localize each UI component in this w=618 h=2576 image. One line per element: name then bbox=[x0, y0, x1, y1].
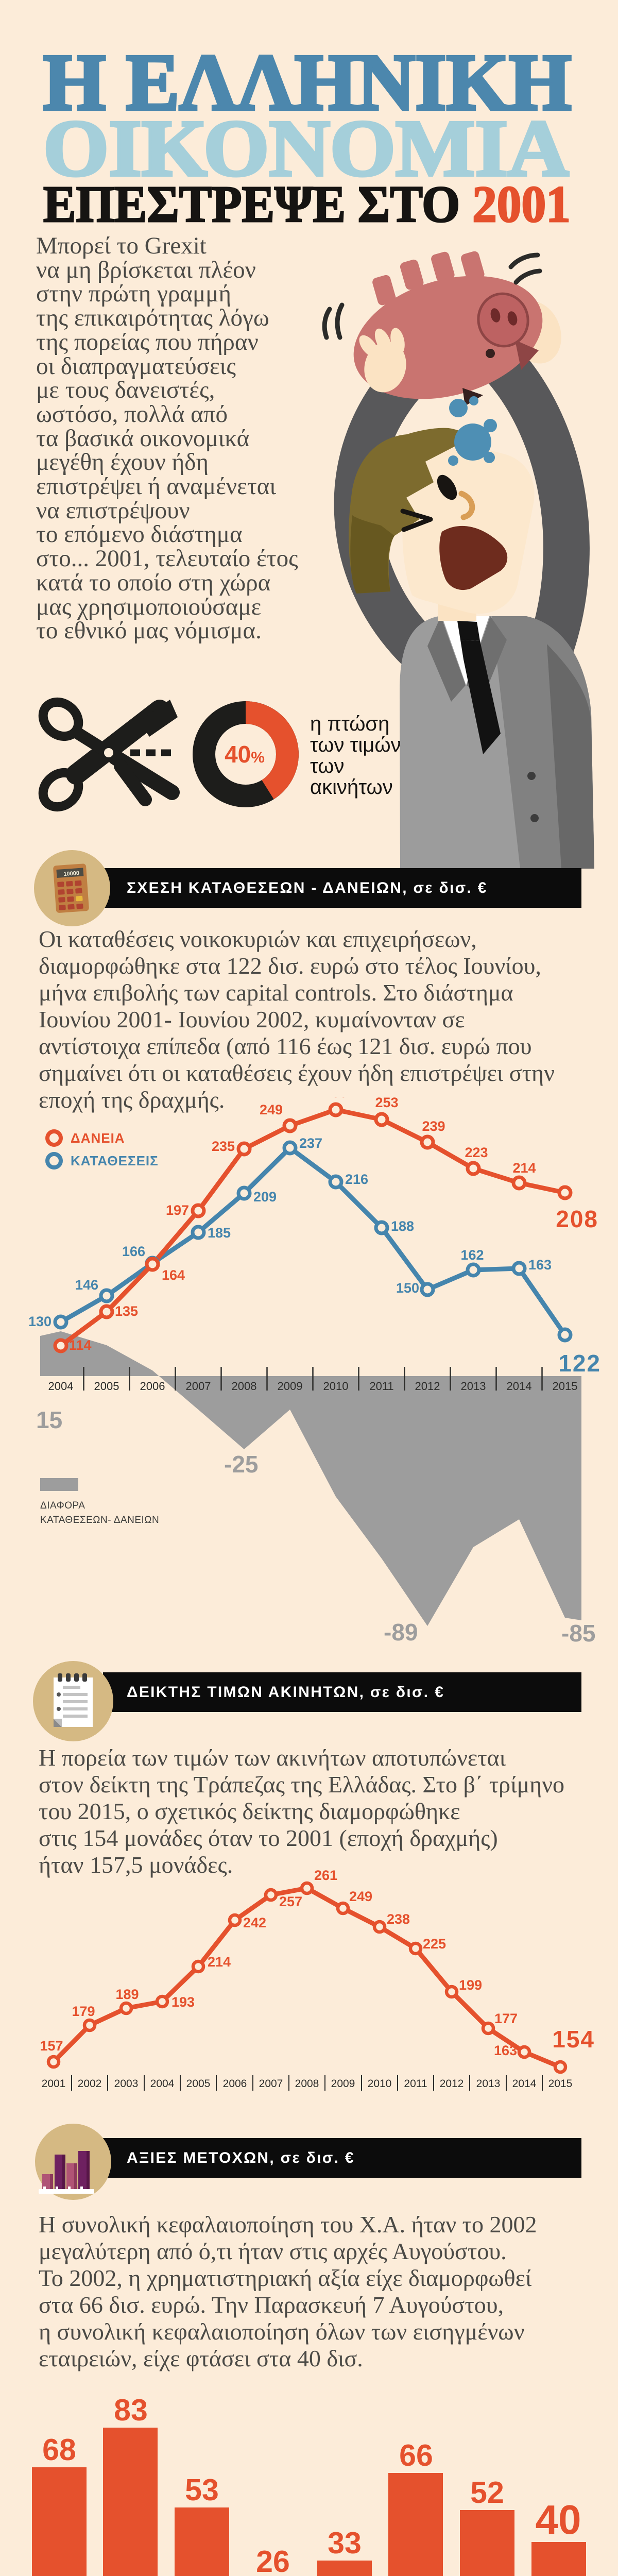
svg-text:2013: 2013 bbox=[476, 2078, 501, 2090]
svg-text:2014: 2014 bbox=[512, 2078, 537, 2090]
svg-text:166: 166 bbox=[122, 1244, 145, 1259]
svg-text:66: 66 bbox=[399, 2438, 433, 2472]
svg-text:237: 237 bbox=[299, 1136, 322, 1151]
svg-text:208: 208 bbox=[556, 1206, 598, 1232]
svg-text:122: 122 bbox=[558, 1350, 601, 1377]
svg-text:239: 239 bbox=[422, 1118, 445, 1134]
svg-text:33: 33 bbox=[328, 2526, 362, 2560]
svg-text:235: 235 bbox=[212, 1139, 235, 1154]
svg-text:2010: 2010 bbox=[368, 2078, 392, 2090]
svg-text:242: 242 bbox=[243, 1915, 266, 1930]
svg-text:209: 209 bbox=[253, 1189, 277, 1205]
svg-text:-85: -85 bbox=[561, 1620, 595, 1647]
svg-text:249: 249 bbox=[349, 1889, 372, 1904]
svg-text:225: 225 bbox=[423, 1936, 446, 1952]
svg-text:ΚΑΤΑΘΕΣΕΩΝ- ΔΑΝΕΙΩΝ: ΚΑΤΑΘΕΣΕΩΝ- ΔΑΝΕΙΩΝ bbox=[40, 1515, 159, 1526]
svg-text:2005: 2005 bbox=[94, 1380, 119, 1393]
svg-text:163: 163 bbox=[494, 2043, 517, 2058]
svg-text:2006: 2006 bbox=[223, 2078, 247, 2090]
svg-text:ΚΑΤΑΘΕΣΕΙΣ: ΚΑΤΑΘΕΣΕΙΣ bbox=[71, 1153, 159, 1168]
svg-text:52: 52 bbox=[470, 2476, 504, 2510]
svg-text:2014: 2014 bbox=[507, 1380, 532, 1393]
svg-text:130: 130 bbox=[28, 1314, 52, 1329]
svg-text:185: 185 bbox=[208, 1225, 231, 1241]
svg-text:2015: 2015 bbox=[553, 1380, 578, 1393]
svg-text:216: 216 bbox=[345, 1172, 368, 1187]
svg-text:40%: 40% bbox=[225, 741, 265, 768]
svg-text:154: 154 bbox=[552, 2026, 595, 2053]
svg-text:2007: 2007 bbox=[186, 1380, 211, 1393]
svg-text:179: 179 bbox=[72, 2004, 95, 2019]
svg-text:2015: 2015 bbox=[548, 2078, 573, 2090]
svg-text:223: 223 bbox=[465, 1145, 488, 1160]
svg-text:214: 214 bbox=[208, 1954, 231, 1970]
svg-text:114: 114 bbox=[69, 1337, 92, 1353]
svg-text:157: 157 bbox=[40, 2038, 63, 2054]
svg-text:ΔΙΑΦΟΡΑ: ΔΙΑΦΟΡΑ bbox=[40, 1500, 85, 1511]
svg-text:2004: 2004 bbox=[150, 2078, 175, 2090]
svg-text:163: 163 bbox=[528, 1257, 552, 1273]
svg-text:257: 257 bbox=[279, 1894, 302, 1909]
svg-text:177: 177 bbox=[494, 2011, 518, 2026]
svg-text:193: 193 bbox=[171, 1994, 195, 2010]
svg-text:2008: 2008 bbox=[232, 1380, 257, 1393]
svg-text:-89: -89 bbox=[384, 1619, 418, 1646]
svg-text:2011: 2011 bbox=[404, 2078, 427, 2090]
svg-text:188: 188 bbox=[391, 1218, 414, 1234]
svg-text:2006: 2006 bbox=[140, 1380, 165, 1393]
svg-text:189: 189 bbox=[115, 1987, 139, 2002]
svg-text:259: 259 bbox=[324, 1097, 347, 1100]
svg-text:2005: 2005 bbox=[186, 2078, 211, 2090]
svg-text:2002: 2002 bbox=[78, 2078, 102, 2090]
svg-text:197: 197 bbox=[166, 1202, 189, 1218]
svg-text:162: 162 bbox=[460, 1247, 484, 1263]
svg-text:238: 238 bbox=[387, 1911, 410, 1927]
svg-text:26: 26 bbox=[256, 2545, 290, 2576]
svg-text:2003: 2003 bbox=[114, 2078, 139, 2090]
svg-text:2004: 2004 bbox=[48, 1380, 74, 1393]
svg-text:135: 135 bbox=[115, 1303, 138, 1319]
svg-text:2001: 2001 bbox=[42, 2078, 66, 2090]
svg-text:ΔΑΝΕΙΑ: ΔΑΝΕΙΑ bbox=[71, 1130, 125, 1146]
svg-text:2008: 2008 bbox=[295, 2078, 319, 2090]
svg-text:146: 146 bbox=[75, 1277, 98, 1293]
svg-text:2009: 2009 bbox=[278, 1380, 303, 1393]
svg-text:2013: 2013 bbox=[461, 1380, 486, 1393]
svg-text:2007: 2007 bbox=[259, 2078, 283, 2090]
svg-text:214: 214 bbox=[512, 1160, 536, 1176]
svg-text:15: 15 bbox=[36, 1406, 62, 1433]
svg-text:53: 53 bbox=[185, 2473, 219, 2507]
svg-text:2012: 2012 bbox=[415, 1380, 440, 1393]
svg-text:150: 150 bbox=[396, 1280, 419, 1296]
svg-text:2010: 2010 bbox=[323, 1380, 349, 1393]
svg-text:253: 253 bbox=[375, 1097, 398, 1110]
svg-text:2012: 2012 bbox=[440, 2078, 464, 2090]
svg-text:261: 261 bbox=[314, 1868, 337, 1883]
svg-text:40: 40 bbox=[536, 2497, 581, 2543]
svg-text:164: 164 bbox=[162, 1267, 185, 1283]
svg-text:249: 249 bbox=[260, 1102, 283, 1117]
svg-text:-25: -25 bbox=[224, 1451, 258, 1478]
svg-text:2009: 2009 bbox=[331, 2078, 355, 2090]
svg-text:2011: 2011 bbox=[369, 1380, 393, 1393]
svg-text:83: 83 bbox=[114, 2396, 148, 2427]
svg-text:199: 199 bbox=[459, 1977, 482, 1993]
svg-text:68: 68 bbox=[42, 2433, 76, 2467]
svg-text:10000: 10000 bbox=[63, 870, 79, 877]
